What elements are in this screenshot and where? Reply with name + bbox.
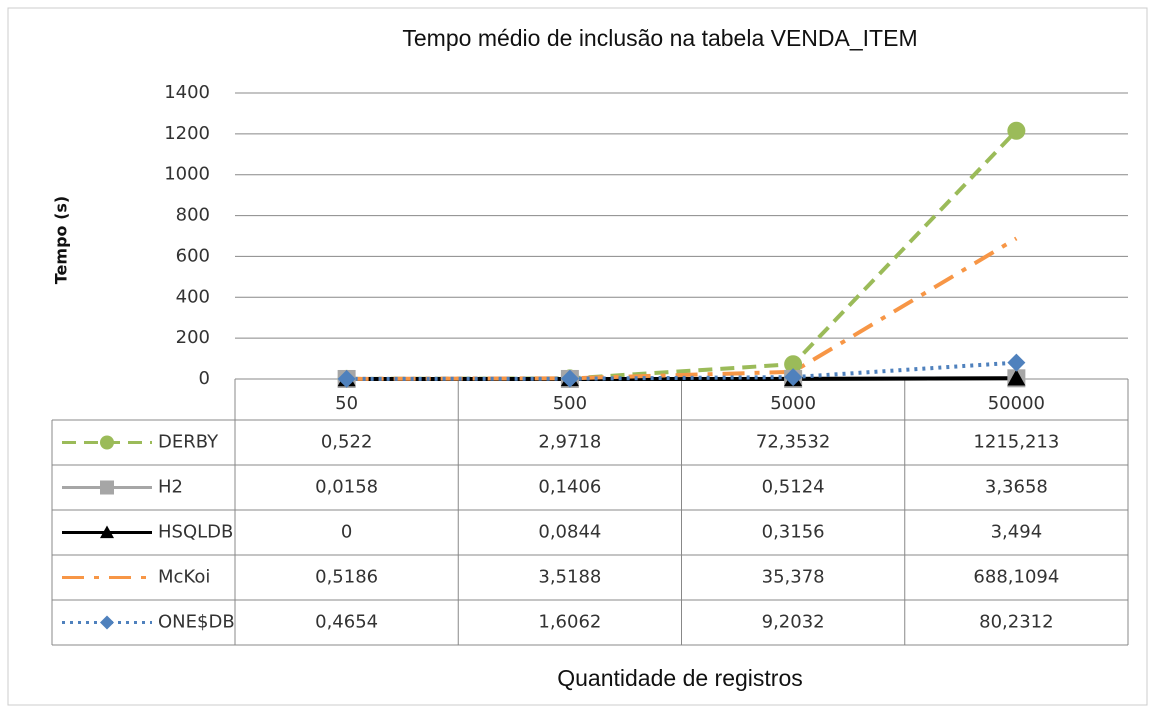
y-tick-label: 1200 (164, 123, 210, 144)
table-value: 1,6062 (538, 612, 601, 633)
y-axis-title: Tempo (s) (52, 196, 71, 284)
legend-label: HSQLDB (158, 522, 233, 543)
y-tick-label: 800 (176, 205, 210, 226)
legend-marker (100, 480, 114, 495)
legend-label: H2 (158, 477, 183, 498)
chart-frame (7, 7, 1148, 706)
table-value: 3,494 (991, 522, 1043, 543)
data-point (560, 369, 579, 388)
legend-label: McKoi (158, 567, 210, 588)
series-line (346, 236, 1018, 381)
legend-label: DERBY (158, 432, 219, 453)
x-tick-label: 50000 (988, 393, 1045, 414)
data-point (1007, 369, 1026, 386)
legend-marker (100, 615, 114, 630)
table-value: 3,3658 (985, 477, 1048, 498)
table-value: 2,9718 (538, 432, 601, 453)
table-value: 0,0844 (538, 522, 601, 543)
table-value: 0 (341, 522, 352, 543)
table-value: 72,3532 (756, 432, 830, 453)
x-tick-label: 50 (335, 393, 358, 414)
x-tick-label: 5000 (770, 393, 816, 414)
table-value: 0,0158 (315, 477, 378, 498)
y-tick-label: 1400 (164, 82, 210, 103)
data-point (1007, 353, 1026, 372)
table-value: 0,1406 (538, 477, 601, 498)
data-point (337, 369, 356, 388)
y-tick-label: 1000 (164, 164, 210, 185)
y-tick-label: 200 (176, 327, 210, 348)
table-value: 35,378 (762, 567, 825, 588)
x-axis-title: Quantidade de registros (557, 665, 803, 691)
legend-marker (100, 525, 114, 539)
table-value: 0,3156 (762, 522, 825, 543)
table-value: 80,2312 (979, 612, 1053, 633)
table-value: 3,5188 (538, 567, 601, 588)
legend-marker (100, 435, 114, 450)
y-tick-label: 0 (199, 368, 210, 389)
table-value: 1215,213 (973, 432, 1059, 453)
legend-label: ONE$DB (158, 612, 235, 633)
table-value: 0,5124 (762, 477, 825, 498)
data-point (1007, 121, 1026, 140)
y-tick-label: 600 (176, 245, 210, 266)
data-point (784, 355, 803, 374)
data-point (784, 368, 803, 387)
table-value: 0,4654 (315, 612, 378, 633)
table-value: 9,2032 (762, 612, 825, 633)
y-tick-label: 400 (176, 286, 210, 307)
chart-title: Tempo médio de inclusão na tabela VENDA_… (402, 25, 917, 51)
table-value: 0,5186 (315, 567, 378, 588)
table-value: 688,1094 (973, 567, 1059, 588)
table-value: 0,522 (321, 432, 373, 453)
x-tick-label: 500 (553, 393, 587, 414)
